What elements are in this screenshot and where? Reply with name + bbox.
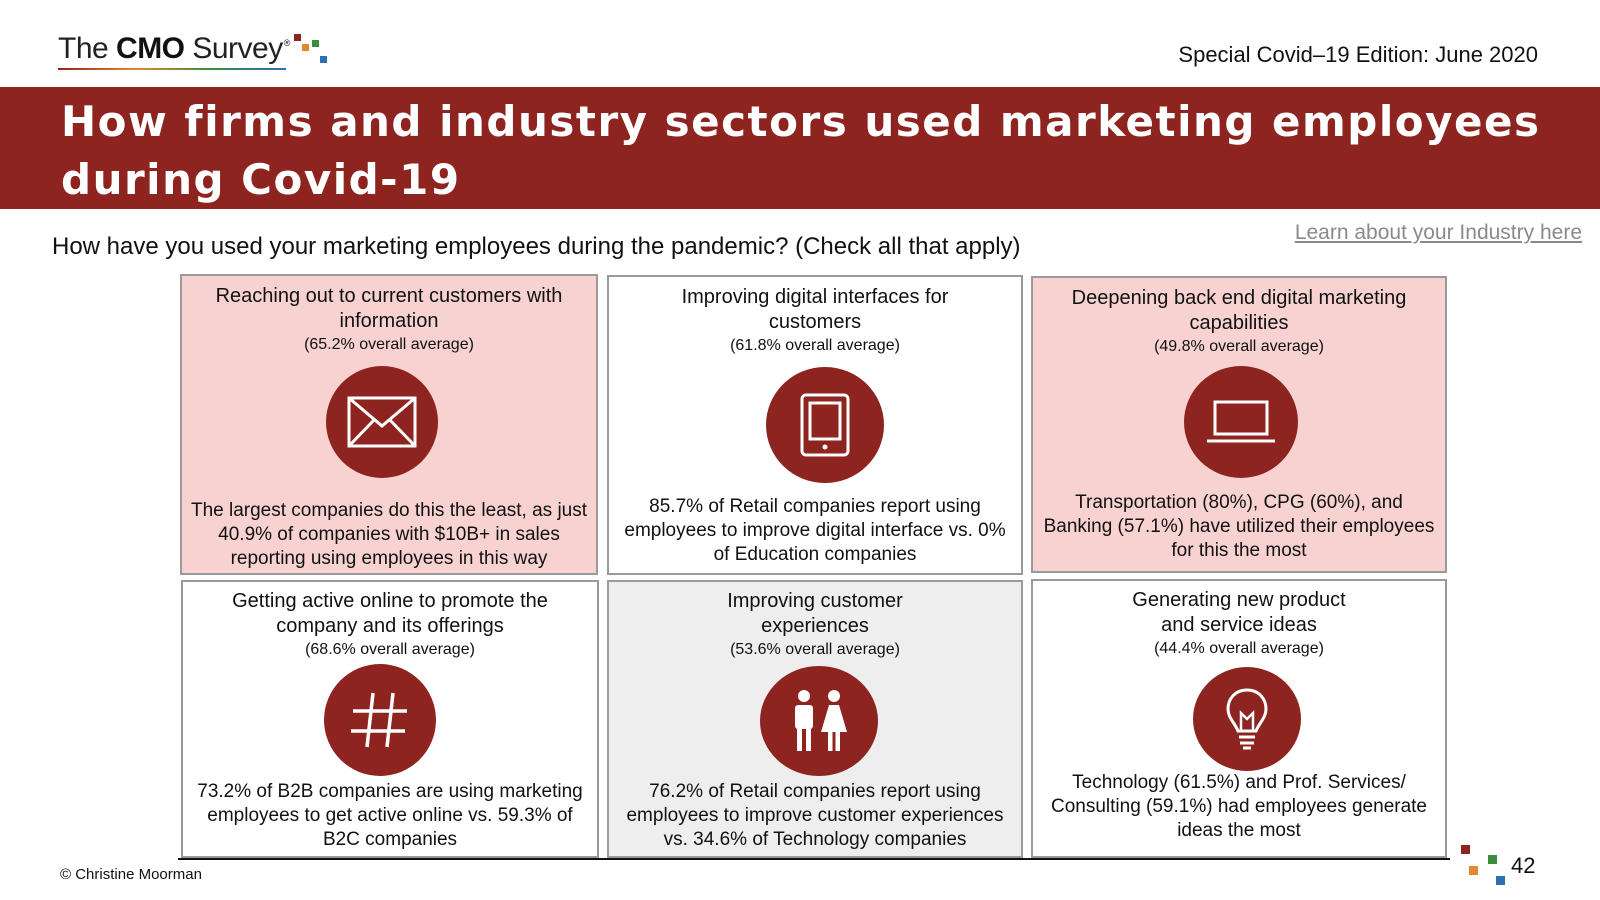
bottom-rule: [178, 858, 1450, 860]
envelope-icon: [326, 366, 438, 478]
card-back-end-digital: Deepening back end digital marketing cap…: [1031, 276, 1447, 573]
industry-link[interactable]: Learn about your Industry here: [1294, 221, 1582, 244]
logo-square-green: [312, 40, 319, 47]
card-stat: The largest companies do this the least,…: [190, 500, 588, 569]
edition-label: Special Covid–19 Edition: June 2020: [1178, 42, 1538, 67]
logo-cmo: CMO: [116, 32, 185, 65]
lightbulb-icon: [1193, 667, 1301, 771]
footer-square-red: [1461, 845, 1470, 854]
logo-registered-mark: ®: [283, 38, 291, 48]
card-reaching-out: Reaching out to current customers with i…: [180, 274, 598, 575]
logo-text: The CMO Survey: [58, 34, 283, 64]
card-stat: 73.2% of B2B companies are using marketi…: [197, 781, 583, 850]
laptop-icon: [1184, 366, 1298, 478]
card-average: (65.2% overall average): [304, 336, 474, 353]
card-title: Reaching out to current customers with i…: [215, 285, 563, 332]
card-title: Generating new product and service ideas: [1132, 589, 1346, 636]
card-average: (49.8% overall average): [1154, 338, 1324, 355]
card-title: Deepening back end digital marketing cap…: [1071, 287, 1407, 334]
logo-underline: [58, 68, 286, 70]
card-average: (68.6% overall average): [305, 641, 475, 658]
footer-square-green: [1488, 855, 1497, 864]
survey-question: How have you used your marketing employe…: [52, 233, 1021, 260]
people-icon: [760, 666, 878, 776]
card-average: (44.4% overall average): [1154, 640, 1324, 657]
card-active-online: Getting active online to promote the com…: [181, 580, 599, 858]
page-number: 42: [1511, 853, 1536, 878]
card-new-ideas: Generating new product and service ideas…: [1031, 579, 1447, 858]
card-customer-experiences: Improving customer experiences (53.6% ov…: [607, 580, 1023, 858]
copyright: © Christine Moorman: [60, 866, 202, 883]
card-title: Improving customer experiences: [727, 590, 903, 637]
logo-the: The: [58, 32, 117, 65]
card-stat: Technology (61.5%) and Prof. Services/ C…: [1050, 772, 1427, 841]
card-title: Getting active online to promote the com…: [232, 590, 548, 637]
hashtag-icon: [324, 664, 436, 776]
tablet-icon: [766, 367, 884, 483]
page-title: How firms and industry sectors used mark…: [61, 97, 1541, 204]
logo-survey: Survey: [184, 32, 283, 65]
logo-square-red: [294, 34, 301, 41]
card-stat: 85.7% of Retail companies report using e…: [624, 496, 1006, 565]
footer-square-orange: [1469, 866, 1478, 875]
card-digital-interfaces: Improving digital interfaces for custome…: [607, 275, 1023, 575]
footer-square-blue: [1496, 876, 1505, 885]
cmo-survey-logo: The CMO Survey ®: [58, 34, 327, 70]
title-banner: How firms and industry sectors used mark…: [0, 87, 1600, 209]
logo-square-blue: [320, 56, 327, 63]
logo-square-orange: [302, 44, 309, 51]
card-stat: 76.2% of Retail companies report using e…: [626, 781, 1004, 850]
card-average: (53.6% overall average): [730, 641, 900, 658]
card-title: Improving digital interfaces for custome…: [681, 286, 949, 333]
card-stat: Transportation (80%), CPG (60%), and Ban…: [1043, 492, 1435, 561]
card-average: (61.8% overall average): [730, 337, 900, 354]
